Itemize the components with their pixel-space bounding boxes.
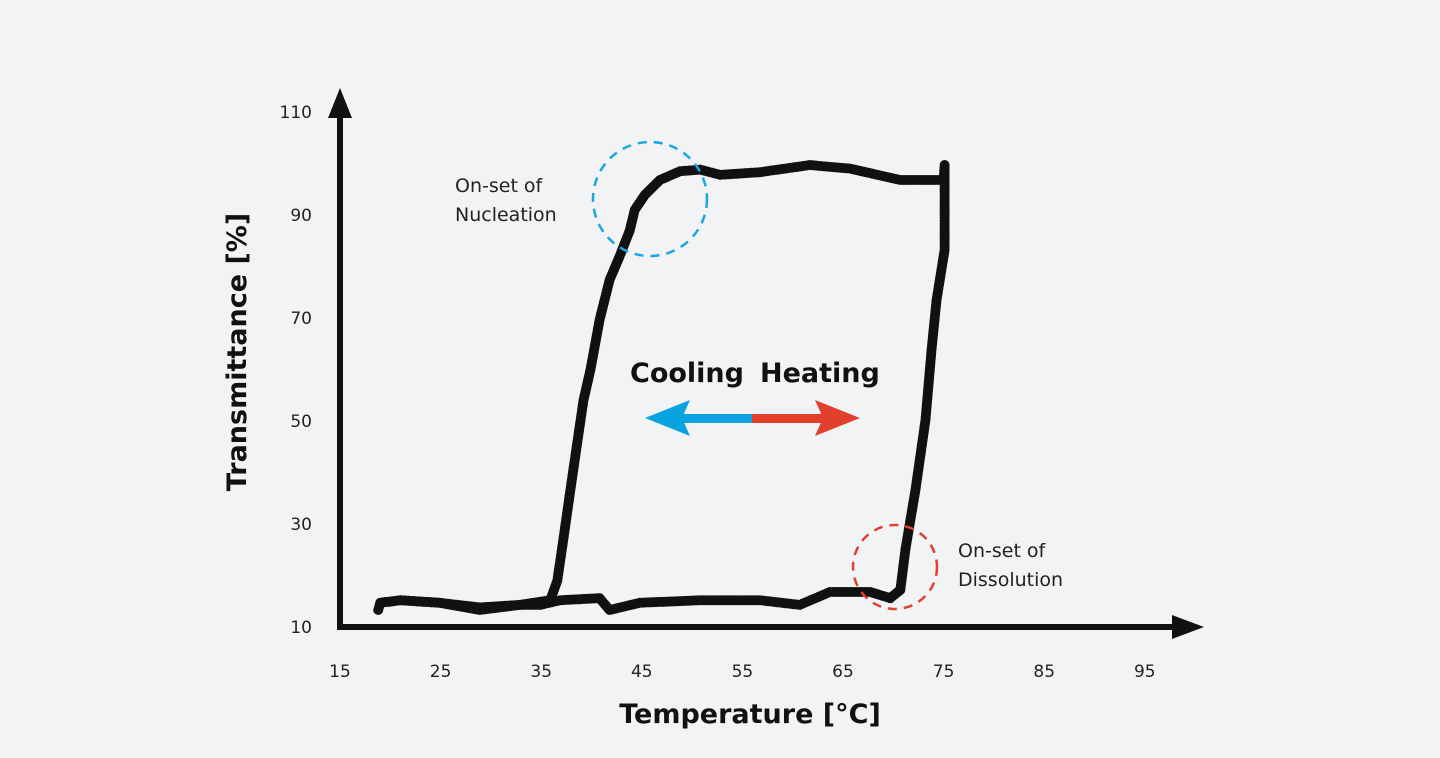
- nucleation-label-line2: Nucleation: [455, 204, 557, 226]
- y-tick-labels: 10 30 50 70 90 110: [280, 103, 312, 638]
- y-tick-label: 30: [290, 515, 312, 535]
- x-tick-label: 45: [631, 662, 653, 682]
- x-tick-label: 65: [832, 662, 854, 682]
- nucleation-circle: [591, 140, 709, 258]
- cooling-data-point: [378, 597, 389, 608]
- heating-arrow-shaft: [752, 414, 830, 423]
- cooling-arrow-shaft: [675, 414, 753, 423]
- x-tick-label: 75: [933, 662, 955, 682]
- x-tick-label: 85: [1033, 662, 1055, 682]
- x-axis-arrowhead: [1172, 615, 1204, 639]
- y-tick-label: 50: [290, 412, 312, 432]
- x-tick-labels: 15 25 35 45 55 65 75 85 95: [329, 662, 1155, 682]
- y-axis-label: Transmittance [%]: [222, 213, 253, 491]
- x-tick-label: 15: [329, 662, 351, 682]
- nucleation-label-line1: On-set of: [455, 175, 544, 197]
- x-tick-label: 95: [1134, 662, 1156, 682]
- y-axis-arrowhead: [328, 88, 352, 118]
- y-tick-label: 70: [290, 309, 312, 329]
- cooling-label: Cooling: [630, 358, 744, 389]
- heating-label: Heating: [760, 358, 880, 389]
- dissolution-circle: [851, 523, 939, 611]
- y-tick-label: 90: [290, 206, 312, 226]
- x-tick-label: 55: [732, 662, 754, 682]
- x-tick-label: 35: [530, 662, 552, 682]
- y-tick-label: 10: [290, 618, 312, 638]
- dissolution-label-line2: Dissolution: [958, 569, 1063, 591]
- heating-arrow-icon: [815, 400, 860, 436]
- cooling-arrow-icon: [645, 400, 690, 436]
- data-points: [373, 160, 950, 616]
- x-axis-label: Temperature [°C]: [619, 699, 881, 730]
- y-tick-label: 110: [280, 103, 312, 123]
- dissolution-label-line1: On-set of: [958, 540, 1047, 562]
- x-tick-label: 25: [430, 662, 452, 682]
